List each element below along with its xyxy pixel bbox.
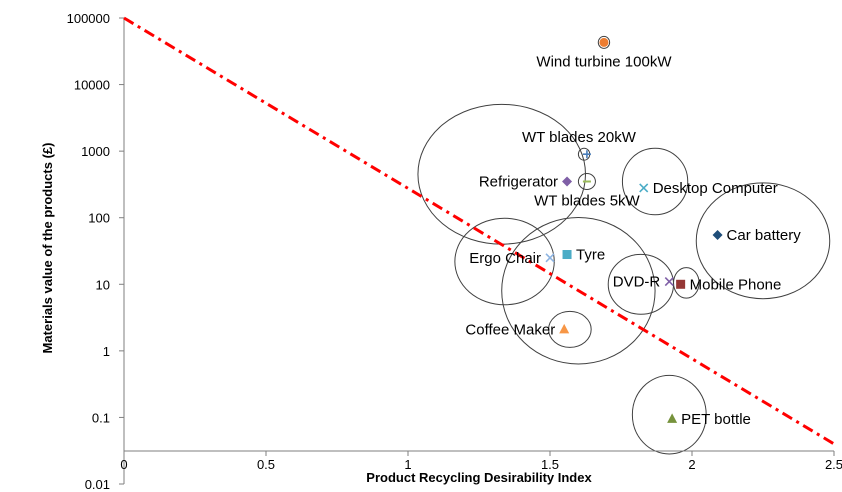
y-tick-label: 0.1	[92, 410, 110, 425]
x-tick-label: 2.5	[825, 457, 842, 472]
point-label: DVD-R	[613, 274, 661, 291]
x-tick-labels: 0 0.5 1 1.5 2 2.5	[120, 451, 842, 472]
point-marker	[562, 250, 572, 260]
bubble	[577, 173, 596, 190]
point-label: Refrigerator	[479, 173, 558, 190]
y-tick-label: 100000	[67, 11, 110, 26]
point-label: Ergo Chair	[469, 250, 541, 267]
y-tick-label: 1	[103, 344, 110, 359]
x-tick-label: 0	[120, 457, 127, 472]
bubble	[631, 374, 707, 455]
point-marker	[562, 176, 573, 187]
point-marker	[582, 150, 591, 159]
trend-line	[123, 16, 835, 446]
point-marker	[599, 37, 609, 47]
point-marker	[667, 413, 678, 423]
x-tick-label: 1	[404, 457, 411, 472]
trend-line-layer	[123, 16, 835, 446]
point-label: Car battery	[727, 227, 802, 244]
bubble	[673, 267, 700, 299]
x-tick-label: 0.5	[257, 457, 275, 472]
bubble	[695, 182, 831, 300]
point-label: PET bottle	[681, 411, 751, 428]
bubble	[621, 147, 689, 216]
point-label: Desktop Computer	[653, 180, 778, 197]
bubble	[501, 217, 656, 365]
x-axis-title: Product Recycling Desirability Index	[366, 470, 592, 485]
y-tick-labels: 0.01 0.1 1 10 100 1000 10000 100000	[67, 11, 124, 492]
point-label: Wind turbine 100kW	[536, 53, 672, 70]
y-axis-title: Materials value of the products (£)	[40, 143, 55, 354]
bubble	[548, 310, 592, 348]
y-tick-label: 10	[96, 277, 110, 292]
point-marker	[712, 229, 723, 240]
y-tick-label: 1000	[81, 144, 110, 159]
marker-layer	[545, 37, 723, 423]
point-marker	[664, 276, 674, 287]
point-label: WT blades 20kW	[522, 129, 637, 146]
point-marker	[559, 323, 570, 334]
point-marker	[545, 253, 555, 263]
point-label: WT blades 5kW	[534, 192, 640, 209]
y-tick-label: 10000	[74, 78, 110, 93]
point-label: Coffee Maker	[465, 321, 555, 338]
y-tick-label: 0.01	[85, 477, 110, 492]
point-marker	[639, 183, 649, 193]
point-label: Mobile Phone	[690, 276, 782, 293]
x-tick-label: 1.5	[541, 457, 559, 472]
x-tick-label: 2	[688, 457, 695, 472]
bubble-layer	[417, 35, 831, 455]
bubble	[597, 35, 611, 49]
point-label-layer: Wind turbine 100kW WT blades 20kW Refriger…	[465, 53, 801, 428]
point-marker	[676, 279, 686, 289]
point-label: Tyre	[576, 247, 605, 264]
y-tick-label: 100	[88, 211, 110, 226]
